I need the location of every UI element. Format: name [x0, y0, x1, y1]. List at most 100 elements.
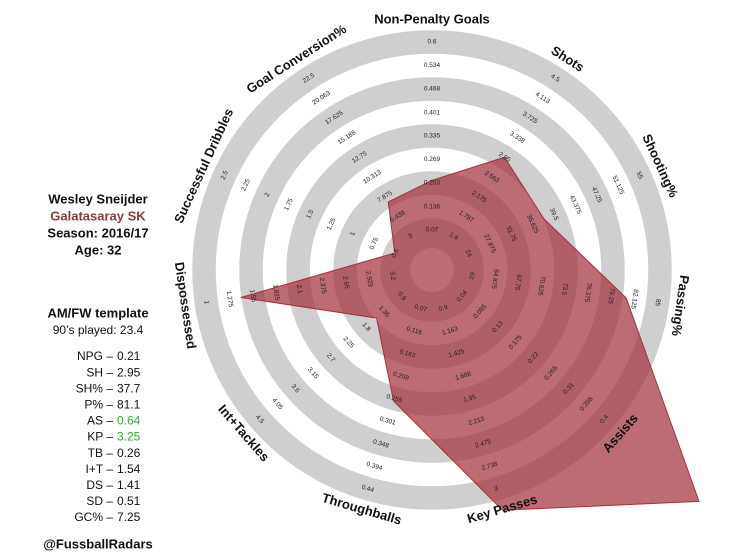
tick-label: 1.275	[225, 291, 234, 308]
tick-label: 1	[349, 231, 357, 238]
stat-label: GC% –	[74, 510, 113, 524]
tick-label: 0.5	[391, 248, 401, 259]
tick-label: 0.335	[424, 133, 441, 140]
tick-label: 3.2	[388, 271, 396, 281]
tick-label: 79.25	[606, 287, 615, 304]
tick-label: 0.468	[424, 86, 441, 93]
player-name: Wesley Sneijder	[48, 191, 147, 206]
tick-label: 2.1	[295, 284, 303, 294]
age: Age: 32	[75, 242, 122, 257]
stat-label: KP –	[87, 430, 113, 444]
tick-label: 82.125	[629, 289, 639, 310]
tick-label: 0.209	[392, 371, 410, 382]
tick-label: 1.425	[448, 348, 466, 359]
stat-value: 0.21	[117, 349, 141, 363]
tick-label: 0.394	[365, 461, 383, 472]
team-name: Galatasaray SK	[50, 208, 146, 223]
tick-label: 1.163	[441, 325, 459, 336]
tick-label: 0.255	[385, 393, 403, 404]
tick-label: 73.5	[560, 282, 569, 296]
tick-label: 24	[463, 249, 473, 259]
axis-label: Passing%	[669, 274, 693, 337]
tick-label: 0.6	[427, 39, 436, 46]
stat-label: NPG –	[77, 349, 113, 363]
tick-label: 0.401	[424, 109, 441, 116]
tick-label: 0.269	[424, 156, 441, 163]
tick-label: 2.925	[364, 271, 373, 288]
tick-label: 2.7	[325, 352, 336, 364]
stat-value: 81.1	[117, 397, 141, 411]
stat-value: 1.41	[117, 478, 141, 492]
tick-label: 0.75	[369, 236, 381, 251]
stat-value: 2.95	[117, 365, 141, 379]
tick-label: 39.5	[548, 207, 560, 222]
stat-value: 37.7	[117, 381, 141, 395]
tick-label: 0.9	[396, 291, 407, 303]
stat-label: DS –	[86, 478, 113, 492]
radar: 0.07 0.136 0.203 0.269 0.335 0.401 0.468 0.534 0…	[171, 11, 700, 528]
tick-label: 64.875	[490, 269, 500, 290]
tick-label: 1.25	[326, 217, 338, 232]
template: AM/FW template	[47, 305, 148, 320]
tick-label: 62	[467, 272, 475, 281]
tick-label: 1.8	[360, 321, 371, 333]
tick-label: 0.534	[424, 62, 441, 69]
stat-label: SH –	[86, 365, 113, 379]
tick-label: 3	[494, 485, 500, 493]
player-panel: Wesley Sneijder Galatasaray SK Season: 2…	[43, 191, 153, 551]
tick-label: 76.375	[583, 282, 593, 303]
handle: @FussballRadars	[43, 536, 153, 551]
tick-label: 2.375	[318, 277, 327, 294]
stat-value: 3.25	[117, 430, 141, 444]
tick-label: 3.6	[289, 383, 300, 395]
stat-value: 0.26	[117, 446, 141, 460]
tick-label: 2.738	[481, 461, 499, 472]
stat-label: TB –	[88, 446, 114, 460]
tick-label: 2	[264, 191, 272, 198]
tick-label: 1.4	[448, 231, 460, 242]
stat-value: 0.51	[117, 494, 141, 508]
tick-label: 0.07	[414, 303, 428, 313]
tick-label: 1.55	[248, 289, 257, 303]
tick-label: 85	[653, 298, 661, 307]
tick-label: 0.203	[424, 180, 441, 187]
stat-label: P% –	[84, 397, 113, 411]
stat-label: AS –	[87, 414, 113, 428]
tick-label: 0.9	[438, 304, 449, 313]
tick-label: 1.825	[271, 284, 280, 301]
tick-label: 4.5	[549, 73, 561, 84]
tick-label: 2.213	[468, 416, 486, 427]
tick-label: 3	[407, 232, 414, 240]
tick-label: 0.116	[406, 325, 423, 336]
minutes-played: 90’s played: 23.4	[53, 323, 144, 337]
tick-label: 2.475	[474, 438, 492, 449]
axis-label: Non-Penalty Goals	[374, 11, 490, 26]
tick-label: 70.625	[536, 275, 546, 296]
tick-label: 1.95	[463, 394, 477, 404]
tick-label: 1	[202, 300, 209, 305]
tick-label: 0.348	[372, 438, 390, 449]
stat-label: I+T –	[86, 462, 114, 476]
stat-label: SD –	[86, 494, 113, 508]
tick-label: 1.75	[283, 197, 295, 212]
stat-value: 7.25	[117, 510, 141, 524]
tick-label: 0.163	[399, 348, 417, 359]
tick-label: 0.301	[379, 416, 397, 427]
tick-label: 1.688	[454, 371, 472, 382]
stat-value: 1.54	[117, 462, 141, 476]
stat-value: 0.64	[117, 414, 141, 428]
tick-label: 2.5	[220, 169, 230, 180]
tick-label: 1.5	[305, 209, 315, 220]
tick-label: 0.44	[361, 484, 375, 494]
tick-label: 2.25	[240, 178, 252, 193]
stat-label: SH% –	[76, 381, 114, 395]
tick-label: 67.75	[513, 274, 522, 291]
tick-label: 0.4	[599, 413, 610, 425]
radar-area	[240, 156, 700, 511]
season: Season: 2016/17	[47, 225, 148, 240]
tick-label: 55	[635, 171, 645, 181]
tick-label: 2.65	[341, 276, 350, 290]
tick-label: 0.136	[424, 203, 441, 210]
tick-label: 4.5	[254, 414, 265, 426]
